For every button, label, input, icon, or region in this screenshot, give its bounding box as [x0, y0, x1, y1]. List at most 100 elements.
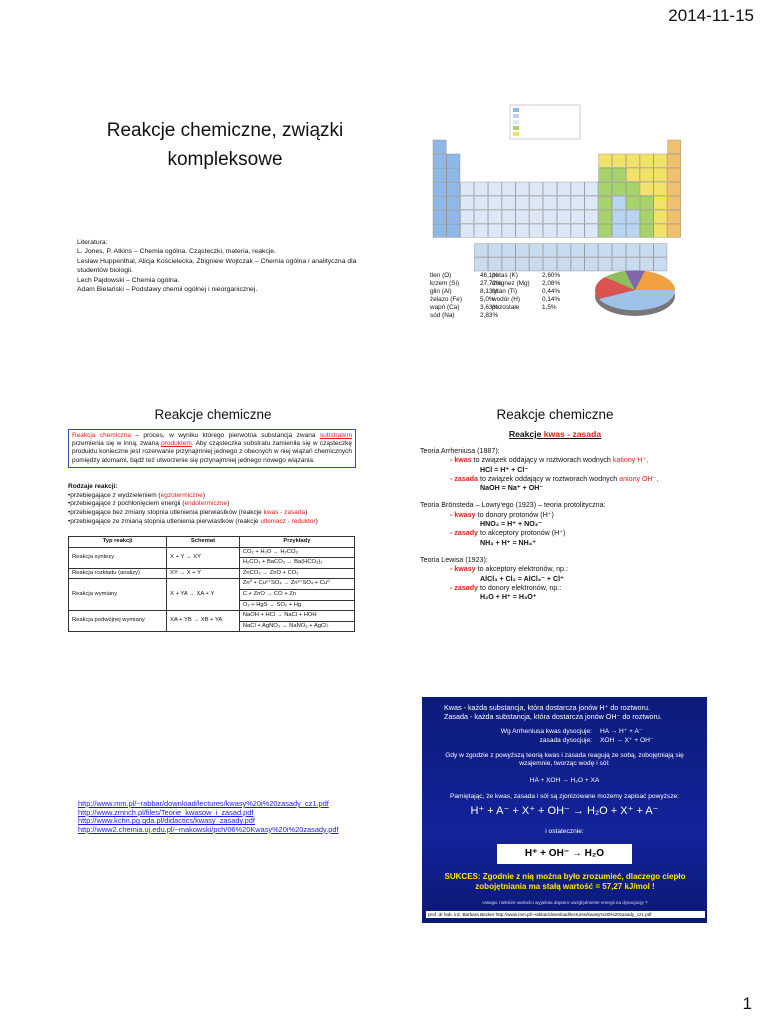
text: to akceptory protonów (H⁺)	[478, 529, 566, 538]
element-cell	[612, 181, 626, 196]
pie-slice	[599, 290, 676, 311]
link[interactable]: http://www.kchn.pg.gda.pl/didactics/kwas…	[78, 816, 255, 826]
cell: C + ZnO → CO + Zn	[238, 588, 356, 601]
element-cell	[584, 209, 599, 224]
element-cell	[598, 181, 612, 196]
element-name: wodór (H)	[492, 296, 521, 303]
cell: NaCl + AgNO₃ → NaNO₃ + AgCl↓	[238, 620, 356, 633]
equation: HCl = H⁺ + Cl⁻	[480, 465, 529, 474]
element-cell	[584, 257, 599, 272]
slide-title: Reakcje chemiczne	[496, 407, 614, 422]
literature-line: Lech Pajdowski – Chemia ogólna.	[77, 276, 180, 284]
term: - kwasy	[450, 510, 476, 519]
element-cell	[667, 209, 681, 224]
element-cell	[460, 209, 474, 224]
element-cell	[474, 223, 488, 238]
element-cell	[529, 243, 543, 258]
legend-swatch	[513, 114, 519, 118]
element-cell	[667, 181, 681, 196]
element-cell	[667, 223, 681, 238]
element-cell	[653, 209, 668, 224]
element-cell	[653, 223, 668, 238]
header-cell: Typ reakcji	[67, 536, 168, 548]
element-cell	[515, 223, 530, 238]
element-cell	[639, 223, 654, 238]
theory: Teoria Arrheniusa (1887): - kwas to związ…	[420, 447, 705, 493]
term: - zasady	[450, 529, 478, 538]
element-share: 3,63%	[480, 304, 499, 311]
abundance-row: wodór (H) 0,14%	[492, 296, 560, 304]
element-cell	[570, 195, 585, 210]
theory-heading: Teoria Arrheniusa (1887):	[420, 447, 500, 455]
element-cell	[626, 257, 640, 272]
link[interactable]: http://www.mm.pl/~rabbar/download/lectur…	[78, 799, 329, 808]
element-cell	[488, 181, 502, 196]
element-cell	[570, 181, 585, 196]
element-cell	[501, 195, 516, 210]
element-cell	[543, 243, 557, 258]
element-cell	[598, 243, 612, 258]
element-cell	[653, 167, 668, 182]
element-cell	[626, 181, 640, 196]
note: Gdy w zgodzie z powyższą teorią kwas i z…	[445, 752, 684, 767]
cell: CO₂ + H₂O → H₂CO₃	[238, 546, 356, 559]
definitions: Kwas - każda substancja, która dostarcza…	[444, 703, 662, 721]
link[interactable]: http://www.zmnch.pl/files/Teorie_kwasow_…	[78, 807, 254, 817]
element-share: 46,1%	[480, 272, 499, 279]
source: prof. dr hab. inż. Barbara Becker http:/…	[426, 911, 705, 918]
element-cell	[529, 257, 543, 272]
cell: X + YA → XA + Y	[166, 578, 240, 612]
element-cell	[570, 223, 585, 238]
link[interactable]: http://www2.chemia.uj.edu.pl/~makowski/p…	[78, 824, 339, 834]
pie-slice	[625, 270, 645, 290]
theory: Teoria Brönsteda – Lowry'ego (1923) – te…	[420, 501, 705, 547]
element-cell	[501, 209, 516, 224]
element-cell	[653, 257, 668, 272]
element-cell	[612, 257, 626, 272]
element-cell	[432, 153, 447, 168]
text: )	[305, 509, 308, 517]
header-cell: Przykłady	[238, 536, 356, 548]
page-number: 1	[742, 994, 752, 1013]
abundance-list: tlen (O) 46,1% krzem (Si) 27,72% glin (Al) 8,…	[430, 272, 502, 320]
element-cell	[474, 181, 488, 196]
text: to donory protonów (H⁺)	[475, 510, 554, 519]
term: substratem	[319, 432, 352, 439]
final-equation: H⁺ + OH⁻ → H₂O	[497, 844, 632, 864]
element-cell	[446, 167, 461, 182]
term: - zasady	[450, 583, 478, 592]
text: •przebiegające ze zmianą stopnia utlenie…	[68, 517, 261, 525]
legend-swatch	[513, 120, 519, 124]
text: •przebiegające bez zmiany stopnia utleni…	[68, 509, 264, 517]
term: - kwasy	[450, 565, 476, 574]
element-cell	[501, 181, 516, 196]
reaction-type: •przebiegające z pochłonięciem energii (…	[68, 500, 358, 509]
text: to akceptory elektronów, np.:	[475, 565, 568, 574]
equation: HA + XOH → H₂O + XA	[529, 777, 600, 784]
element-cell	[515, 257, 530, 272]
term: kwas - zasada	[543, 429, 602, 439]
element-cell	[474, 257, 488, 272]
element-cell	[653, 195, 668, 210]
date: 2014-11-15	[668, 6, 754, 25]
element-cell	[612, 209, 626, 224]
term: kwas - zasada	[263, 509, 306, 517]
term: produktem	[161, 440, 192, 448]
abundance-row: krzem (Si) 27,72%	[430, 280, 502, 288]
note: Pamiętając, że kwas, zasada i sól są zjo…	[449, 793, 680, 800]
types-heading: Rodzaje reakcji:	[68, 483, 118, 490]
abundance-row: żelazo (Fe) 5,0%	[430, 296, 502, 304]
abundance-row: tlen (O) 46,1%	[430, 272, 502, 280]
header-cell: Schemat	[166, 536, 240, 548]
links: http://www.mm.pl/~rabbar/download/lectur…	[78, 799, 339, 834]
reaction-type: •przebiegające ze zmianą stopnia utlenie…	[68, 518, 358, 527]
equation: AlCl₃ + Cl₂ = AlCl₄⁻ + Cl⁺	[480, 574, 564, 583]
literature-line: Lesław Huppenthal, Alicja Kościelecka, Z…	[77, 257, 357, 275]
theories: Teoria Arrheniusa (1887): - kwas to związ…	[420, 447, 705, 602]
equation: HNO₃ = H⁺ + NO₃⁻	[480, 520, 542, 529]
text: )	[315, 517, 318, 525]
element-share: 2,83%	[480, 312, 499, 319]
element-cell	[598, 223, 612, 238]
legend-swatch	[513, 126, 519, 130]
abundance-row: pozostałe 1,5%	[492, 304, 560, 312]
